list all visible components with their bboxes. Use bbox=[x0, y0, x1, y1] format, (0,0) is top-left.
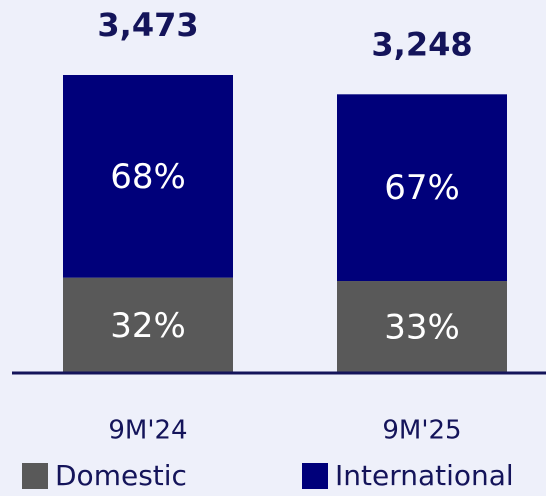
legend-swatch bbox=[22, 463, 48, 489]
x-tick-label: 9M'25 bbox=[382, 416, 461, 446]
value-label: 32% bbox=[110, 306, 186, 346]
bar-segment bbox=[337, 94, 507, 282]
legend-label: International bbox=[335, 459, 514, 492]
value-label: 33% bbox=[384, 308, 460, 348]
total-label: 3,248 bbox=[371, 25, 472, 63]
legend-swatch bbox=[302, 463, 328, 489]
value-label: 68% bbox=[110, 157, 186, 197]
x-tick-label: 9M'24 bbox=[108, 416, 187, 446]
value-label: 67% bbox=[384, 168, 460, 208]
bar-segment bbox=[63, 75, 233, 278]
legend-label: Domestic bbox=[55, 459, 187, 492]
bar-segment bbox=[337, 281, 507, 373]
bar-segment bbox=[63, 277, 233, 373]
total-label: 3,473 bbox=[97, 6, 198, 44]
